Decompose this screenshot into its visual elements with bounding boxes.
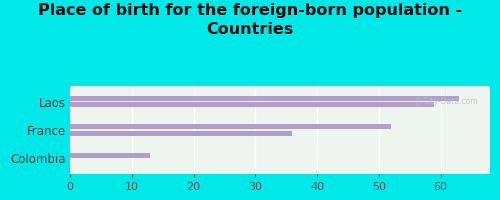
Bar xyxy=(70,102,434,107)
Bar xyxy=(70,96,459,101)
Bar xyxy=(70,153,150,158)
Bar xyxy=(70,131,292,136)
Bar xyxy=(70,124,391,129)
Text: Ⓜ City-Data.com: Ⓜ City-Data.com xyxy=(416,97,478,106)
Text: Place of birth for the foreign-born population -
Countries: Place of birth for the foreign-born popu… xyxy=(38,3,462,37)
